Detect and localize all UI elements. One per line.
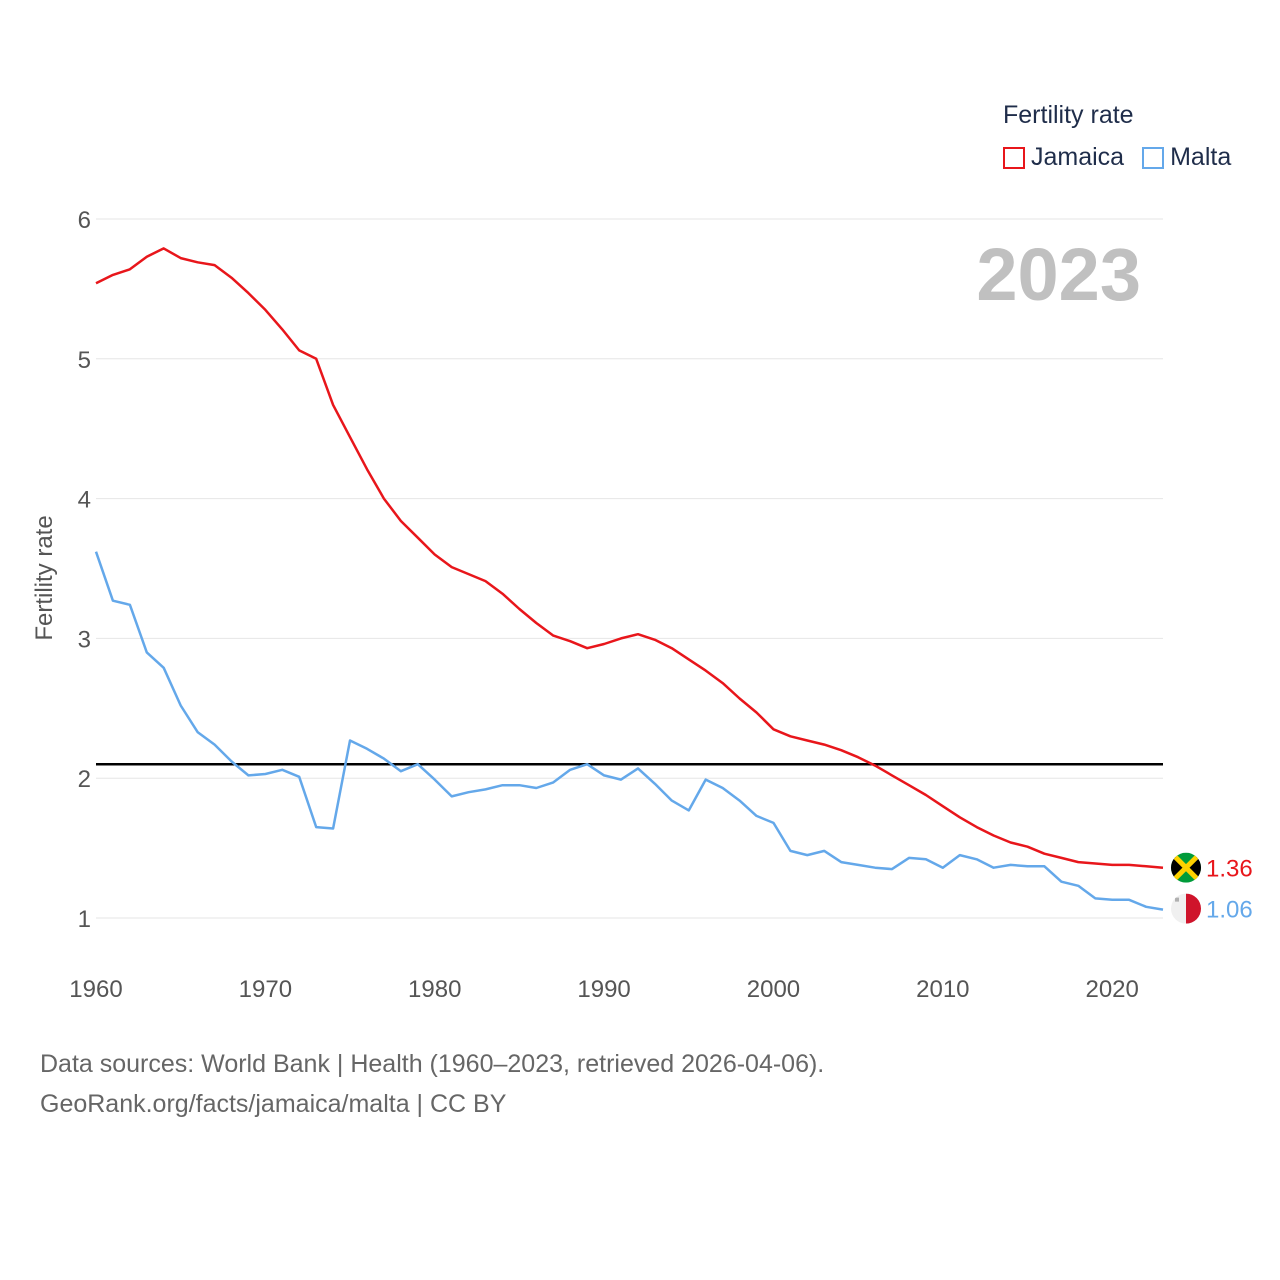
y-axis-label: Fertility rate <box>31 515 58 640</box>
x-tick-label: 1960 <box>69 976 122 1003</box>
sources-line-2[interactable]: GeoRank.org/facts/jamaica/malta | CC BY <box>40 1090 507 1118</box>
grid-lines <box>96 218 1163 919</box>
legend-item-malta[interactable]: Malta <box>1142 143 1231 172</box>
flag-jamaica-icon <box>1171 852 1201 883</box>
end-label-jamaica: 1.36 <box>1206 856 1253 883</box>
y-tick-label: 1 <box>78 906 91 933</box>
x-tick-label: 2010 <box>916 976 969 1003</box>
legend-label-jamaica: Jamaica <box>1031 143 1125 171</box>
year-label: 2023 <box>976 233 1141 316</box>
legend-swatch-jamaica <box>1003 146 1025 169</box>
y-tick-label: 3 <box>78 626 91 653</box>
y-tick-label: 5 <box>78 347 91 374</box>
legend-title: Fertility rate <box>1003 101 1134 129</box>
data-sources: Data sources: World Bank | Health (1960–… <box>40 1044 824 1124</box>
y-axis-ticks: 1 2 3 4 5 6 <box>78 207 91 933</box>
x-tick-label: 1990 <box>577 976 630 1003</box>
series-line-malta[interactable] <box>94 551 1164 911</box>
end-label-malta: 1.06 <box>1206 897 1253 924</box>
x-tick-label: 1980 <box>408 976 461 1003</box>
y-tick-label: 6 <box>78 207 91 234</box>
legend-item-jamaica[interactable]: Jamaica <box>1003 143 1124 172</box>
y-tick-label: 4 <box>78 487 91 514</box>
x-tick-label: 1970 <box>239 976 292 1003</box>
flag-malta-icon <box>1171 893 1201 924</box>
legend-swatch-malta <box>1142 146 1165 169</box>
series-line-jamaica[interactable] <box>95 247 1164 869</box>
sources-line-1: Data sources: World Bank | Health (1960–… <box>40 1050 825 1078</box>
legend-label-malta: Malta <box>1170 143 1232 171</box>
y-tick-label: 2 <box>78 766 91 793</box>
x-axis-ticks: 1960 1970 1980 1990 2000 2010 2020 <box>69 976 1139 1003</box>
legend: Jamaica Malta <box>1003 143 1249 172</box>
x-tick-label: 2020 <box>1085 976 1138 1003</box>
x-tick-label: 2000 <box>747 976 800 1003</box>
